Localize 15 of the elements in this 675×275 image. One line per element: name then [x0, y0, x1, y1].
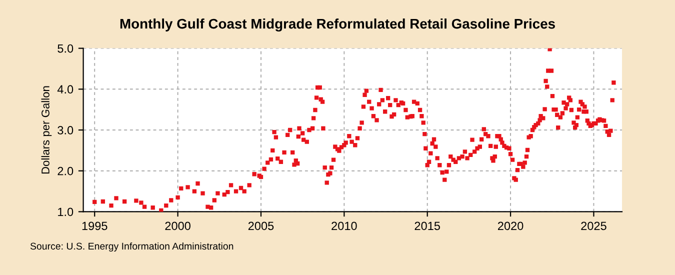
y-axis-title: Dollars per Gallon	[41, 86, 52, 174]
x-tick-label: 2025	[581, 222, 606, 230]
y-tick-label: 5.0	[58, 44, 74, 53]
x-tick-label: 2000	[165, 222, 190, 230]
y-tick-label: 4.0	[57, 85, 74, 94]
y-tick-label: 1.0	[58, 208, 74, 216]
x-tick-label: 1995	[82, 222, 108, 230]
chart-title: Monthly Gulf Coast Midgrade Reformulated Retail Gasoline Prices	[120, 18, 555, 32]
x-tick-label: 2015	[414, 222, 440, 230]
x-tick-label: 2020	[498, 222, 524, 230]
y-tick-label: 2.0	[58, 166, 74, 176]
y-tick-label: 3.0	[58, 126, 74, 134]
x-tick-label: 2010	[332, 222, 357, 230]
source-note: Source: U.S. Energy Information Administration	[30, 242, 234, 252]
x-tick-label: 2005	[248, 222, 274, 230]
